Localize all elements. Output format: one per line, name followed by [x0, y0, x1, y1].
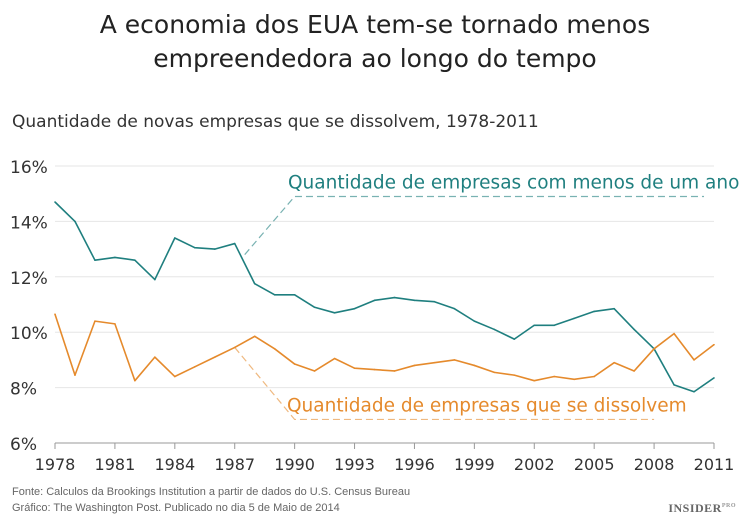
data-point [174, 237, 176, 239]
data-point [453, 307, 456, 310]
data-point [273, 294, 276, 296]
data-point [193, 366, 196, 368]
data-point [513, 374, 516, 376]
data-point [373, 299, 376, 302]
data-point [573, 317, 576, 320]
x-tick-label: 1996 [394, 455, 435, 474]
data-point [673, 332, 675, 335]
data-point [553, 375, 556, 378]
data-point [313, 306, 316, 309]
data-point [393, 296, 396, 299]
y-tick-label: 6% [10, 435, 37, 455]
data-point [713, 343, 715, 346]
x-tick-label: 1987 [214, 455, 255, 474]
data-point [593, 310, 595, 313]
y-tick-label: 16% [10, 158, 48, 178]
y-tick-label: 12% [10, 269, 48, 289]
data-point [213, 356, 216, 358]
data-point [513, 338, 516, 340]
chart-title-line-1: A economia dos EUA tem-se tornado menos [99, 10, 651, 39]
x-tick-label: 1990 [274, 455, 315, 474]
data-point [154, 278, 156, 281]
data-point [693, 359, 695, 361]
data-point [233, 242, 236, 245]
data-point [54, 201, 56, 203]
x-tick-label: 1978 [35, 455, 76, 474]
series-line-1 [54, 313, 715, 382]
x-tick-label: 1984 [154, 455, 195, 474]
data-point [273, 348, 276, 350]
x-tick-label: 1981 [95, 455, 136, 474]
data-point [293, 294, 296, 296]
chart-title-line-2: empreendedora ao longo do tempo [153, 44, 597, 73]
data-point [114, 256, 116, 259]
credit-note: Gráfico: The Washington Post. Publicado … [12, 502, 340, 514]
data-point [553, 324, 556, 327]
data-point [473, 364, 476, 367]
data-point [154, 356, 156, 358]
data-point [293, 363, 296, 365]
data-point [253, 335, 256, 338]
x-tick-label: 2008 [634, 455, 675, 474]
data-point [433, 300, 436, 303]
y-tick-label: 8% [10, 380, 37, 400]
data-point [453, 359, 456, 361]
data-point [213, 248, 216, 250]
chart-subtitle: Quantidade de novas empresas que se diss… [12, 112, 539, 132]
y-tick-label: 14% [10, 213, 48, 233]
data-point [413, 364, 416, 367]
x-tick-label: 2005 [574, 455, 615, 474]
data-point [313, 370, 316, 372]
data-point [393, 370, 396, 372]
data-point [713, 377, 715, 379]
data-point [473, 320, 476, 322]
data-point [174, 375, 176, 378]
data-point [94, 259, 96, 261]
data-point [114, 323, 116, 325]
y-tick-label: 10% [10, 324, 48, 344]
series-label-orange: Quantidade de empresas que se dissolvem [287, 395, 687, 416]
data-point [233, 346, 236, 349]
annotation-leader-orange [234, 347, 655, 421]
data-point [673, 384, 675, 386]
data-point [633, 370, 635, 372]
data-point [333, 357, 336, 360]
data-point [493, 328, 496, 331]
x-tick-label: 1999 [454, 455, 495, 474]
data-point [433, 361, 436, 364]
data-point [593, 375, 595, 378]
data-point [373, 368, 376, 371]
source-note: Fonte: Calculos da Brookings Institution… [12, 486, 411, 498]
data-point [193, 246, 196, 249]
series-line-0 [54, 201, 715, 393]
data-point [533, 324, 536, 327]
x-tick-label: 2002 [514, 455, 555, 474]
insider-pro-logo: INSIDERPRO [668, 501, 736, 515]
data-point [134, 379, 136, 382]
data-point [613, 307, 615, 310]
data-point [333, 312, 336, 314]
data-point [633, 328, 635, 331]
data-point [493, 371, 496, 374]
data-point [74, 220, 76, 223]
data-point [74, 374, 76, 376]
data-point [134, 259, 136, 261]
x-tick-label: 1993 [334, 455, 375, 474]
series-label-teal: Quantidade de empresas com menos de um a… [288, 172, 739, 193]
data-point [653, 348, 655, 350]
data-point [693, 390, 695, 393]
data-point [353, 367, 356, 370]
x-tick-label: 2011 [694, 455, 735, 474]
data-point [353, 307, 356, 310]
annotation-leader-teal [244, 195, 705, 256]
data-point [413, 299, 416, 302]
data-point [94, 320, 96, 322]
data-point [54, 313, 56, 315]
data-point [253, 282, 256, 285]
data-point [573, 378, 576, 381]
data-point [533, 379, 536, 382]
data-point [613, 361, 615, 364]
